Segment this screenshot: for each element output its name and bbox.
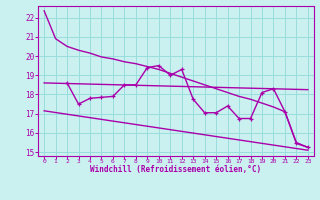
X-axis label: Windchill (Refroidissement éolien,°C): Windchill (Refroidissement éolien,°C): [91, 165, 261, 174]
